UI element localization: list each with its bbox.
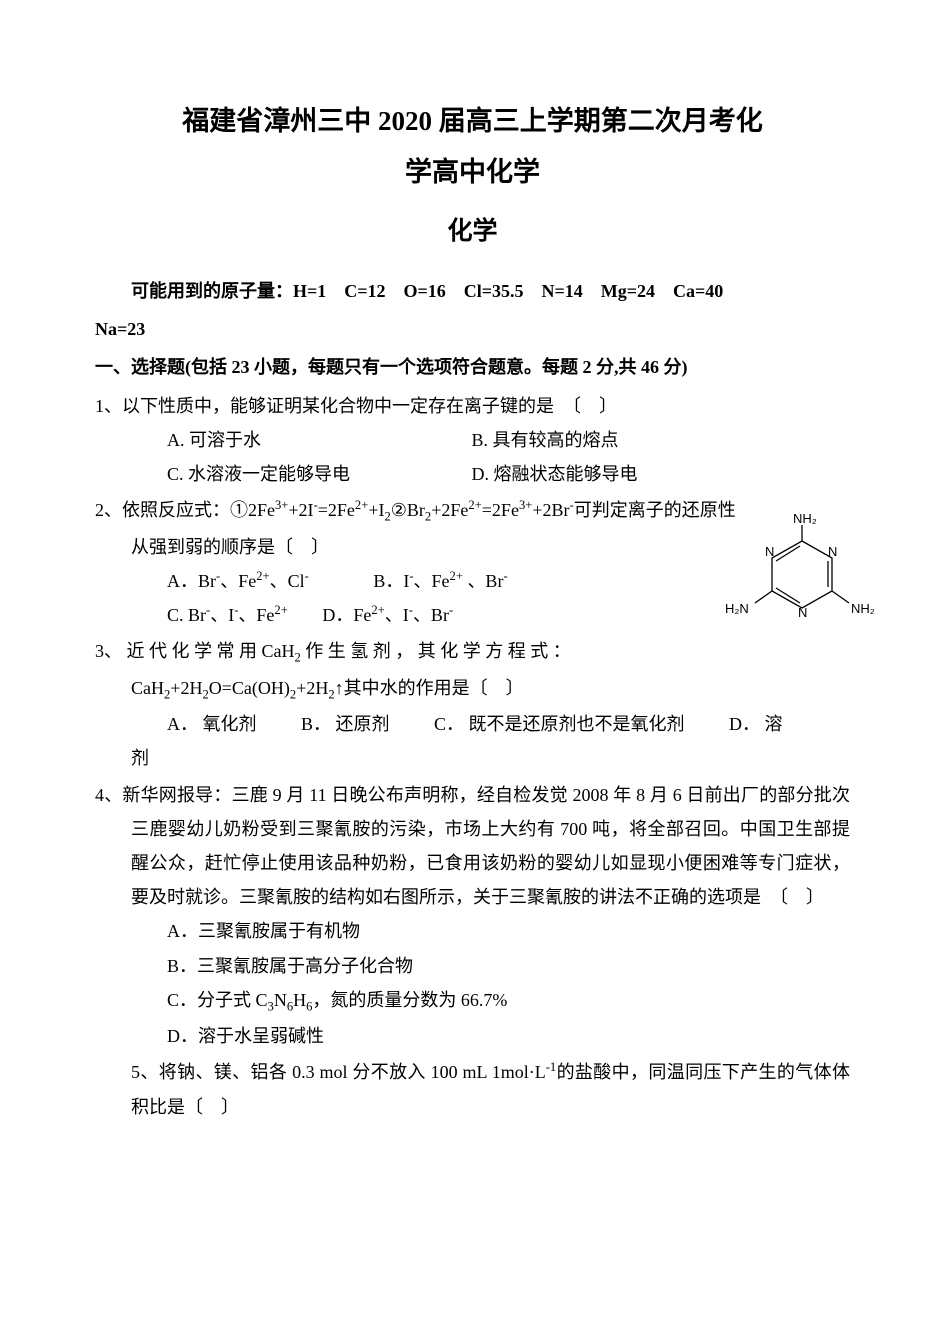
q2-option-a: A．Br-、Fe2+、Cl-	[167, 571, 309, 591]
doc-title-line1: 福建省漳州三中 2020 届高三上学期第二次月考化	[95, 100, 850, 143]
q4c-pre: C．分子式 C	[167, 990, 268, 1010]
q2-stem-mid4: ②Br	[391, 500, 425, 520]
q2b-end: 、Br	[463, 571, 504, 591]
q3-eq-m1: +2H	[170, 678, 202, 698]
q3-l1-post: 作 生 氢 剂 ， 其 化 学 方 程 式 ：	[301, 641, 571, 661]
q2c-m1: 、I	[210, 605, 234, 625]
q1-option-a: A. 可溶于水	[167, 423, 467, 457]
doc-subject: 化学	[95, 208, 850, 256]
q2-stem-pre: 2、依照反应式：①2Fe	[95, 500, 275, 520]
mol-n-2: N	[765, 544, 774, 559]
atomic-prefix: 可能用到的原子量：	[131, 281, 293, 301]
q2c-s3: 2+	[274, 603, 287, 617]
q2d-pre: D．Fe	[322, 605, 371, 625]
q1-option-d: D. 熔融状态能够导电	[472, 464, 638, 484]
q5-stem-pre: 5、将钠、镁、铝各 0.3 mol 分不放入 100 mL 1mol·L	[131, 1062, 546, 1082]
q2a-s3: -	[305, 569, 309, 583]
atomic-items: H=1 C=12 O=16 Cl=35.5 N=14 Mg=24 Ca=40	[293, 281, 723, 301]
q3-stem-line1: 3、 近 代 化 学 常 用 CaH2 作 生 氢 剂 ， 其 化 学 方 程 …	[95, 634, 850, 671]
q3-eq-end: ↑其中水的作用是〔 〕	[335, 678, 524, 698]
question-2: NH₂ H₂N NH₂ N N N 2、依照反应式：①2Fe3++2I-=2Fe…	[95, 493, 850, 632]
question-1: 1、以下性质中，能够证明某化合物中一定存在离子键的是 〔 〕 A. 可溶于水 B…	[95, 389, 850, 492]
q2d-s1: 2+	[371, 603, 384, 617]
q2b-s2: 2+	[450, 569, 463, 583]
section-1-header: 一、选择题(包括 23 小题，每题只有一个选项符合题意。每题 2 分,共 46 …	[95, 350, 850, 384]
q4-option-a: A．三聚氰胺属于有机物	[95, 914, 850, 948]
question-3: 3、 近 代 化 学 常 用 CaH2 作 生 氢 剂 ， 其 化 学 方 程 …	[95, 634, 850, 775]
q4c-m2: H	[293, 990, 306, 1010]
q3-eq-m3: +2H	[296, 678, 328, 698]
q1-stem: 1、以下性质中，能够证明某化合物中一定存在离子键的是 〔 〕	[95, 389, 850, 423]
sup-2plus: 2+	[355, 498, 368, 512]
q1-options-row2: C. 水溶液一定能够导电 D. 熔融状态能够导电	[95, 457, 850, 491]
q2-stem-mid7: +2Br	[532, 500, 569, 520]
question-4: 4、新华网报导：三鹿 9 月 11 日晚公布声明称，经自检发觉 2008 年 8…	[95, 778, 850, 1054]
q3-eq-m2: O=Ca(OH)	[209, 678, 290, 698]
q2-option-c: C. Br-、I-、Fe2+	[167, 605, 288, 625]
question-5: 5、将钠、镁、铝各 0.3 mol 分不放入 100 mL 1mol·L-1的盐…	[95, 1055, 850, 1123]
q2a-s2: 2+	[256, 569, 269, 583]
q4-option-c: C．分子式 C3N6H6，氮的质量分数为 66.7%	[95, 983, 850, 1020]
q2c-pre: C. Br	[167, 605, 206, 625]
q3-options: A． 氧化剂 B． 还原剂 C． 既不是还原剂也不是氧化剂 D． 溶	[95, 707, 850, 741]
q2-stem-mid1: +2I	[288, 500, 313, 520]
q3-option-b: B． 还原剂	[301, 714, 390, 734]
q2d-s3: -	[449, 603, 453, 617]
q3-eq-pre: CaH	[131, 678, 164, 698]
q2d-m2: 、Br	[413, 605, 449, 625]
q5-stem: 5、将钠、镁、铝各 0.3 mol 分不放入 100 mL 1mol·L-1的盐…	[131, 1055, 850, 1123]
q3-option-d: D． 溶	[729, 714, 783, 734]
sup-3plus: 3+	[275, 498, 288, 512]
q2a-end: 、Cl	[270, 571, 305, 591]
q2b-s3: -	[503, 569, 507, 583]
q4c-m1: N	[274, 990, 287, 1010]
doc-title-line2: 学高中化学	[95, 147, 850, 198]
q3-option-d-cont: 剂	[95, 741, 850, 775]
q1-option-b: B. 具有较高的熔点	[472, 430, 619, 450]
q4-option-b: B．三聚氰胺属于高分子化合物	[95, 949, 850, 983]
q4-stem: 4、新华网报导：三鹿 9 月 11 日晚公布声明称，经自检发觉 2008 年 8…	[95, 778, 850, 915]
atomic-masses-line1: 可能用到的原子量：H=1 C=12 O=16 Cl=35.5 N=14 Mg=2…	[95, 274, 850, 308]
q4c-end: ，氮的质量分数为 66.7%	[312, 990, 507, 1010]
sup-3plus-b: 3+	[519, 498, 532, 512]
melamine-structure-icon: NH₂ H₂N NH₂ N N N	[725, 513, 880, 633]
mol-n-3: N	[798, 605, 807, 620]
q2-option-b: B．I-、Fe2+ 、Br-	[373, 571, 507, 591]
mol-n-1: N	[828, 544, 837, 559]
q2-option-d: D．Fe2+、I-、Br-	[322, 605, 453, 625]
q2c-m2: 、Fe	[238, 605, 274, 625]
mol-label-left: H₂N	[725, 601, 749, 616]
q5-sup: -1	[546, 1060, 557, 1074]
q2b-mid: 、Fe	[414, 571, 450, 591]
q1-options-row1: A. 可溶于水 B. 具有较高的熔点	[95, 423, 850, 457]
q2-stem-mid3: +I	[368, 500, 384, 520]
q2-stem-mid2: =2Fe	[318, 500, 355, 520]
q3-l1-pre: 3、 近 代 化 学 常 用 CaH	[95, 641, 295, 661]
q3-option-c: C． 既不是还原剂也不是氧化剂	[434, 714, 685, 734]
q2d-m1: 、I	[385, 605, 409, 625]
mol-label-right: NH₂	[851, 601, 875, 616]
q2a-mid: 、Fe	[220, 571, 256, 591]
q2b-pre: B．I	[373, 571, 409, 591]
q4-option-d: D．溶于水呈弱碱性	[95, 1019, 850, 1053]
q3-option-a: A． 氧化剂	[167, 714, 257, 734]
atomic-masses-line2: Na=23	[95, 312, 850, 346]
q2a-pre: A．Br	[167, 571, 216, 591]
q2-stem-mid5: +2Fe	[431, 500, 468, 520]
mol-label-top: NH₂	[793, 513, 817, 526]
q1-option-c: C. 水溶液一定能够导电	[167, 457, 467, 491]
q4-stem-text: 4、新华网报导：三鹿 9 月 11 日晚公布声明称，经自检发觉 2008 年 8…	[95, 778, 850, 915]
q3-equation: CaH2+2H2O=Ca(OH)2+2H2↑其中水的作用是〔 〕	[95, 671, 850, 708]
sup-2plus-b: 2+	[468, 498, 481, 512]
q2-stem-mid6: =2Fe	[482, 500, 519, 520]
q2-stem-end: 可判定离子的还原性	[574, 500, 736, 520]
